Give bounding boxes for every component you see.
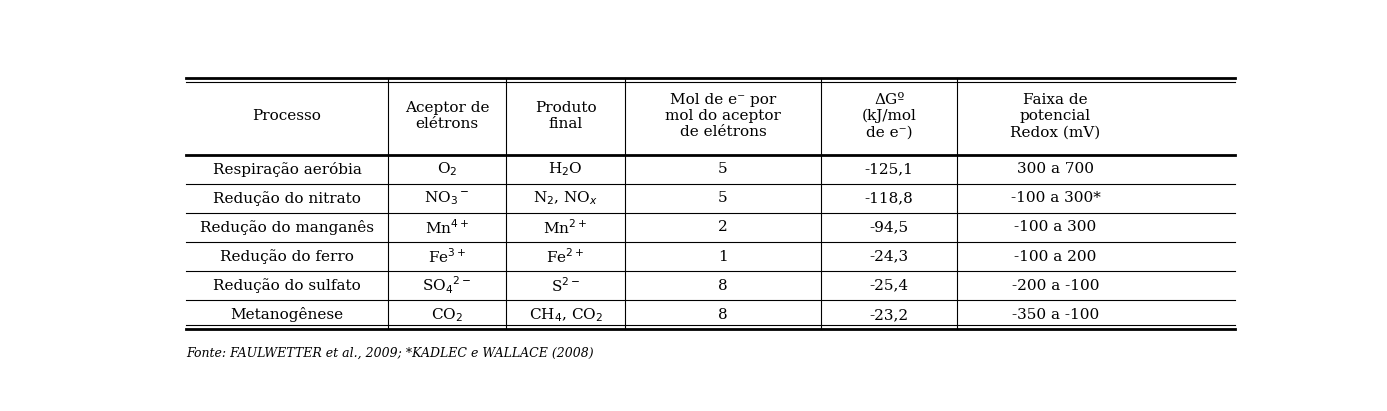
Text: Fe$^{2+}$: Fe$^{2+}$ <box>546 247 585 266</box>
Text: ΔGº
(kJ/mol
de e⁻): ΔGº (kJ/mol de e⁻) <box>861 93 917 140</box>
Text: -100 a 300*: -100 a 300* <box>1011 191 1100 205</box>
Text: 8: 8 <box>718 279 728 293</box>
Text: -94,5: -94,5 <box>870 220 908 234</box>
Text: 2: 2 <box>718 220 728 234</box>
Text: 5: 5 <box>718 191 728 205</box>
Text: Respiração aeróbia: Respiração aeróbia <box>212 162 362 177</box>
Text: -125,1: -125,1 <box>864 162 914 176</box>
Text: Redução do ferro: Redução do ferro <box>221 249 354 264</box>
Text: NO$_3$$^-$: NO$_3$$^-$ <box>424 189 470 207</box>
Text: CH$_4$, CO$_2$: CH$_4$, CO$_2$ <box>528 306 602 324</box>
Text: N$_2$, NO$_x$: N$_2$, NO$_x$ <box>533 189 598 207</box>
Text: Fe$^{3+}$: Fe$^{3+}$ <box>427 247 466 266</box>
Text: S$^{2-}$: S$^{2-}$ <box>551 276 580 295</box>
Text: Mol de e⁻ por
mol do aceptor
de elétrons: Mol de e⁻ por mol do aceptor de elétrons <box>664 93 781 139</box>
Text: CO$_2$: CO$_2$ <box>431 306 463 324</box>
Text: Produto
final: Produto final <box>535 101 596 131</box>
Text: 1: 1 <box>718 249 728 263</box>
Text: Metanogênese: Metanogênese <box>230 307 344 322</box>
Text: Redução do nitrato: Redução do nitrato <box>214 191 361 206</box>
Text: -118,8: -118,8 <box>865 191 914 205</box>
Text: Redução do manganês: Redução do manganês <box>200 220 374 235</box>
Text: -24,3: -24,3 <box>870 249 908 263</box>
Text: Processo: Processo <box>252 109 322 123</box>
Text: Aceptor de
elétrons: Aceptor de elétrons <box>405 101 490 131</box>
Text: Mn$^{4+}$: Mn$^{4+}$ <box>424 218 469 237</box>
Text: -100 a 200: -100 a 200 <box>1014 249 1097 263</box>
Text: -200 a -100: -200 a -100 <box>1011 279 1100 293</box>
Text: 300 a 700: 300 a 700 <box>1017 162 1094 176</box>
Text: -100 a 300: -100 a 300 <box>1014 220 1097 234</box>
Text: O$_2$: O$_2$ <box>437 160 458 178</box>
Text: Fonte: FAULWETTER et al., 2009; *KADLEC e WALLACE (2008): Fonte: FAULWETTER et al., 2009; *KADLEC … <box>186 346 594 360</box>
Text: Faixa de
potencial
Redox (mV): Faixa de potencial Redox (mV) <box>1010 93 1101 139</box>
Text: 5: 5 <box>718 162 728 176</box>
Text: SO$_4$$^{2-}$: SO$_4$$^{2-}$ <box>423 275 472 296</box>
Text: Redução do sulfato: Redução do sulfato <box>214 278 361 293</box>
Text: 8: 8 <box>718 308 728 322</box>
Text: Mn$^{2+}$: Mn$^{2+}$ <box>544 218 588 237</box>
Text: -25,4: -25,4 <box>870 279 908 293</box>
Text: -23,2: -23,2 <box>870 308 908 322</box>
Text: -350 a -100: -350 a -100 <box>1013 308 1099 322</box>
Text: H$_2$O: H$_2$O <box>548 160 583 178</box>
